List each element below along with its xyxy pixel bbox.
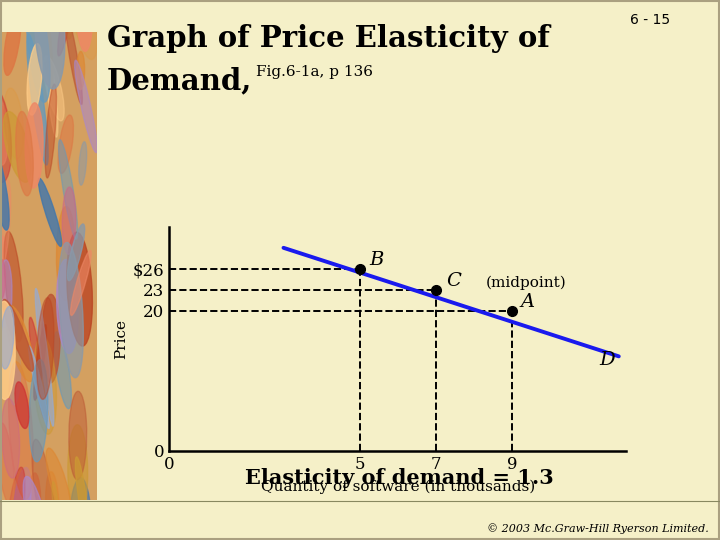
- Ellipse shape: [1, 399, 19, 478]
- Ellipse shape: [67, 232, 92, 346]
- Ellipse shape: [0, 307, 14, 369]
- Ellipse shape: [4, 112, 31, 182]
- Text: 6 - 15: 6 - 15: [630, 14, 670, 28]
- Ellipse shape: [35, 0, 53, 90]
- Ellipse shape: [46, 448, 72, 523]
- Ellipse shape: [37, 298, 54, 400]
- Ellipse shape: [45, 50, 58, 137]
- Ellipse shape: [29, 346, 49, 429]
- Ellipse shape: [42, 294, 60, 383]
- Ellipse shape: [69, 392, 86, 480]
- Ellipse shape: [9, 362, 33, 500]
- Ellipse shape: [56, 206, 75, 300]
- Ellipse shape: [45, 84, 56, 178]
- Ellipse shape: [71, 251, 91, 315]
- Ellipse shape: [6, 306, 35, 382]
- Ellipse shape: [65, 10, 82, 105]
- Ellipse shape: [6, 467, 25, 540]
- X-axis label: Quantity of software (in thousands): Quantity of software (in thousands): [261, 480, 535, 494]
- Text: Demand,: Demand,: [107, 66, 252, 95]
- Ellipse shape: [35, 0, 65, 89]
- Ellipse shape: [68, 477, 91, 540]
- Ellipse shape: [27, 44, 42, 115]
- Ellipse shape: [15, 382, 29, 428]
- Ellipse shape: [0, 423, 14, 504]
- Text: © 2003 Mc.Graw-Hill Ryerson Limited.: © 2003 Mc.Graw-Hill Ryerson Limited.: [487, 523, 709, 534]
- Ellipse shape: [58, 0, 75, 56]
- Ellipse shape: [27, 34, 48, 165]
- Ellipse shape: [0, 87, 12, 183]
- Ellipse shape: [78, 141, 86, 185]
- Ellipse shape: [10, 351, 21, 405]
- Text: C: C: [446, 272, 462, 291]
- Ellipse shape: [0, 260, 12, 327]
- Ellipse shape: [57, 260, 78, 354]
- Ellipse shape: [68, 425, 88, 518]
- Ellipse shape: [43, 56, 64, 121]
- Ellipse shape: [27, 0, 50, 102]
- Ellipse shape: [4, 88, 24, 159]
- Ellipse shape: [16, 111, 33, 196]
- Ellipse shape: [23, 476, 51, 540]
- Ellipse shape: [54, 332, 71, 409]
- Ellipse shape: [0, 97, 8, 165]
- Ellipse shape: [4, 232, 23, 342]
- Ellipse shape: [34, 325, 47, 400]
- Ellipse shape: [19, 509, 32, 540]
- Ellipse shape: [35, 288, 54, 426]
- Text: Fig.6-1a, p 136: Fig.6-1a, p 136: [256, 65, 373, 79]
- Ellipse shape: [70, 0, 97, 59]
- Text: Elasticity of demand = 1.3: Elasticity of demand = 1.3: [246, 468, 554, 488]
- Ellipse shape: [62, 503, 72, 539]
- Ellipse shape: [62, 187, 76, 254]
- Ellipse shape: [0, 180, 11, 268]
- Y-axis label: Price: Price: [114, 319, 129, 359]
- Ellipse shape: [4, 9, 21, 76]
- Ellipse shape: [34, 336, 56, 434]
- Ellipse shape: [3, 299, 33, 371]
- Ellipse shape: [75, 60, 97, 153]
- Text: A: A: [521, 293, 535, 312]
- Ellipse shape: [0, 259, 6, 299]
- Ellipse shape: [2, 509, 17, 540]
- Ellipse shape: [68, 224, 85, 281]
- Text: (midpoint): (midpoint): [485, 275, 566, 290]
- Ellipse shape: [76, 0, 93, 51]
- Ellipse shape: [30, 360, 48, 462]
- Ellipse shape: [58, 140, 78, 239]
- Ellipse shape: [52, 482, 58, 522]
- Ellipse shape: [58, 115, 73, 173]
- Ellipse shape: [38, 178, 62, 246]
- Ellipse shape: [65, 0, 73, 39]
- Ellipse shape: [30, 318, 46, 420]
- Ellipse shape: [76, 457, 89, 533]
- Ellipse shape: [0, 236, 10, 307]
- Ellipse shape: [12, 468, 31, 540]
- Ellipse shape: [32, 440, 57, 540]
- Ellipse shape: [0, 301, 15, 400]
- Ellipse shape: [27, 473, 41, 539]
- Text: B: B: [369, 251, 384, 268]
- Ellipse shape: [45, 472, 59, 540]
- Ellipse shape: [76, 51, 85, 90]
- Text: Graph of Price Elasticity of: Graph of Price Elasticity of: [107, 24, 549, 53]
- Ellipse shape: [59, 242, 84, 378]
- Ellipse shape: [25, 103, 43, 188]
- Ellipse shape: [0, 147, 9, 230]
- Text: D: D: [600, 351, 616, 369]
